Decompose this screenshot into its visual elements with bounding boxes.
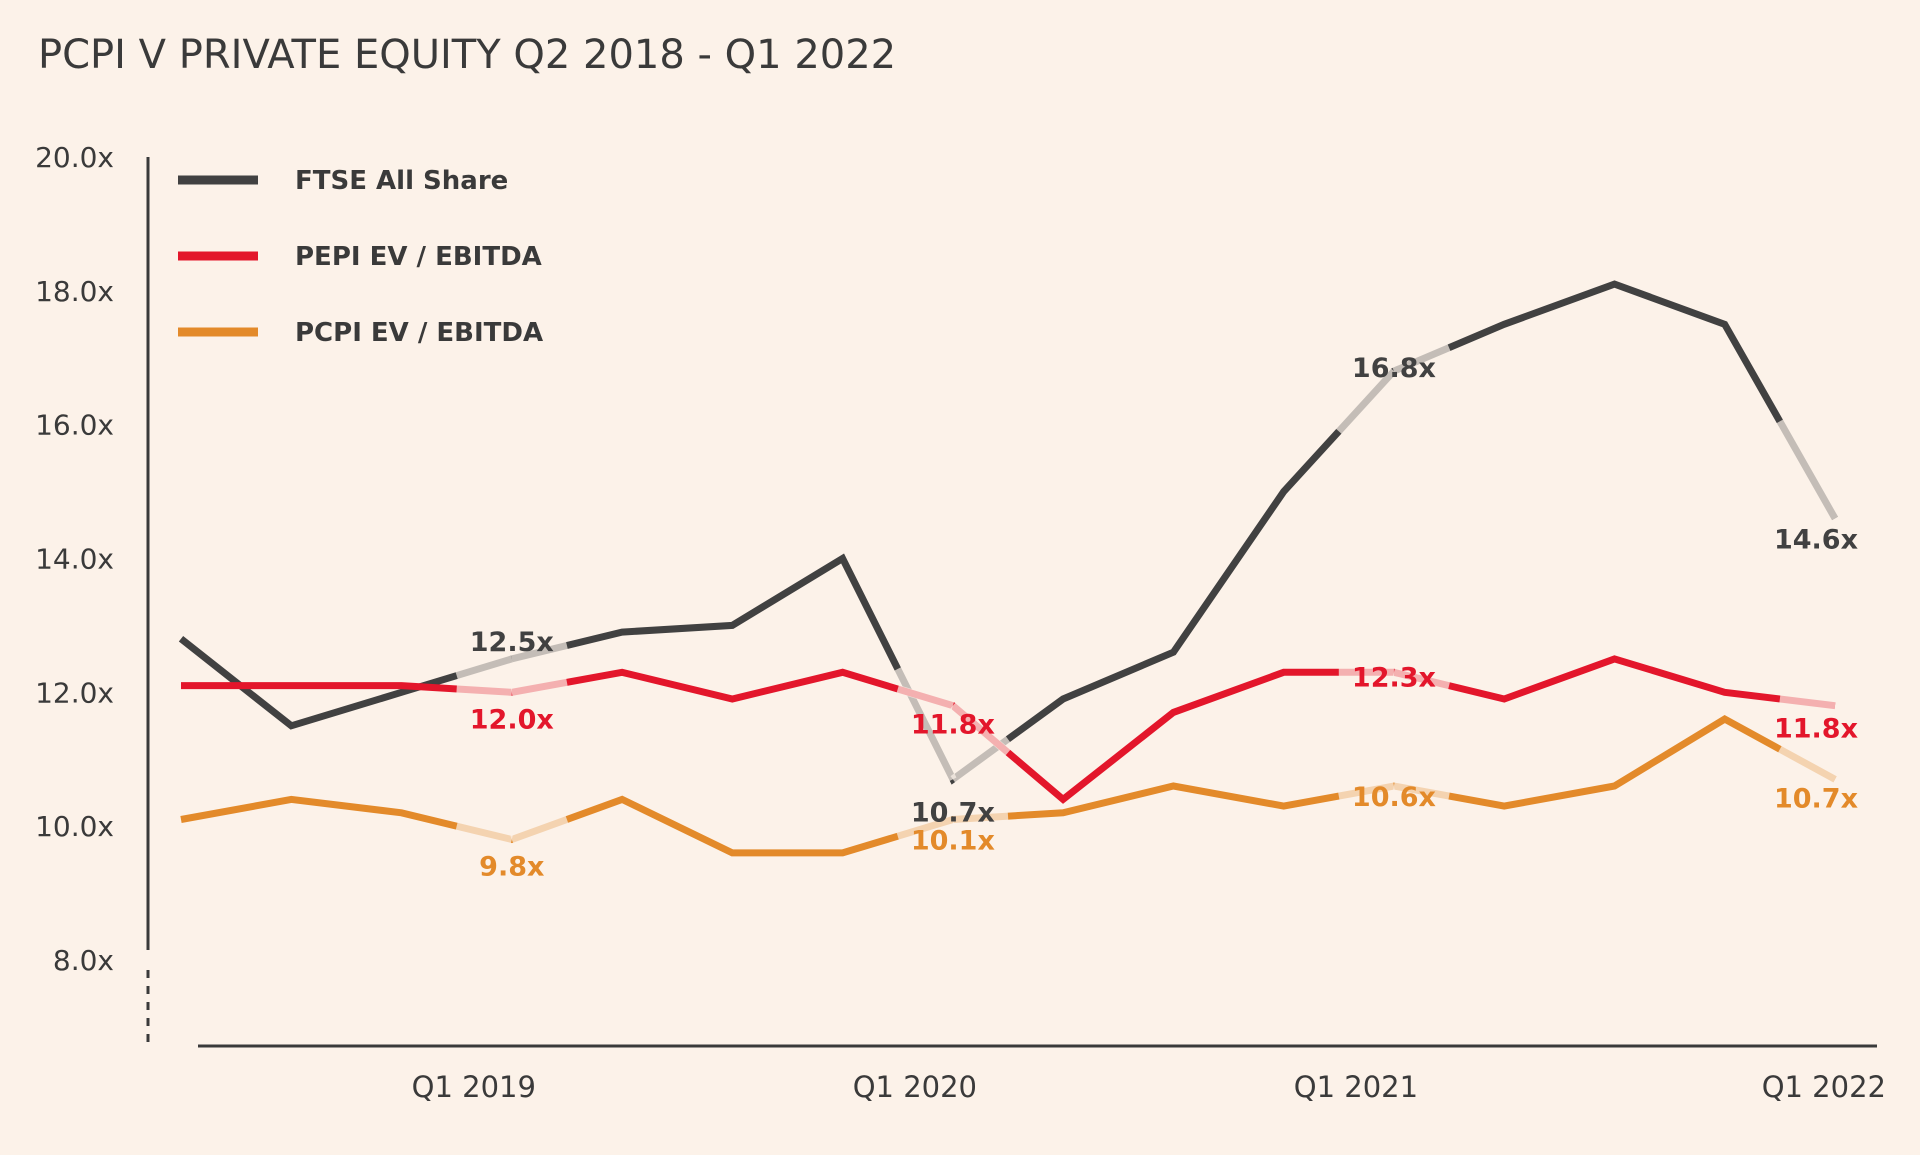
x-tick-label: Q1 2019 bbox=[412, 1070, 536, 1104]
legend-label: PCPI EV / EBITDA bbox=[295, 318, 543, 348]
label-halo bbox=[896, 812, 1009, 841]
label-halo bbox=[455, 641, 568, 680]
chart-title: PCPI V PRIVATE EQUITY Q2 2018 - Q1 2022 bbox=[38, 32, 896, 78]
label-halo bbox=[1777, 745, 1837, 783]
x-tick-label: Q1 2021 bbox=[1294, 1070, 1418, 1104]
y-tick-labels: 20.0x 18.0x 16.0x 14.0x 12.0x 10.0x 8.0x bbox=[35, 141, 114, 977]
data-label: 12.0x bbox=[470, 704, 554, 735]
legend-label: PEPI EV / EBITDA bbox=[295, 242, 542, 272]
data-label: 10.6x bbox=[1352, 782, 1436, 813]
axes bbox=[146, 157, 1877, 1048]
y-tick-label: 10.0x bbox=[35, 810, 114, 843]
data-label: 9.8x bbox=[479, 852, 544, 883]
label-halo bbox=[1776, 419, 1839, 521]
label-halo bbox=[1335, 344, 1451, 435]
data-label: 10.7x bbox=[1774, 783, 1858, 814]
x-tick-label: Q1 2020 bbox=[853, 1070, 977, 1104]
data-label: 12.3x bbox=[1352, 662, 1436, 693]
y-tick-label: 14.0x bbox=[35, 543, 114, 576]
data-label: 11.8x bbox=[911, 710, 995, 741]
y-tick-label: 12.0x bbox=[35, 676, 114, 709]
label-halo bbox=[455, 815, 569, 844]
label-halo bbox=[456, 678, 568, 697]
data-label: 11.8x bbox=[1774, 714, 1858, 745]
y-tick-label: 16.0x bbox=[35, 409, 114, 442]
x-tick-label: Q1 2022 bbox=[1762, 1070, 1886, 1104]
series-line-2 bbox=[181, 655, 1836, 804]
data-labels: 12.5x 10.7x 16.8x 14.6x 12.0x 11.8x 12.3x 11.8x… bbox=[470, 353, 1858, 882]
label-halo bbox=[1338, 668, 1451, 690]
x-tick-labels: Q1 2019 Q1 2020 Q1 2021 Q1 2022 bbox=[412, 1070, 1886, 1104]
data-label: 12.5x bbox=[470, 627, 554, 658]
series-lines bbox=[178, 280, 1839, 857]
label-halo bbox=[896, 685, 1011, 756]
data-label: 10.7x bbox=[911, 797, 995, 828]
y-tick-label: 20.0x bbox=[35, 141, 114, 174]
legend-label: FTSE All Share bbox=[295, 166, 508, 196]
legend: FTSE All Share PEPI EV / EBITDA PCPI EV / … bbox=[178, 166, 543, 348]
data-label: 14.6x bbox=[1774, 524, 1858, 555]
data-label: 16.8x bbox=[1352, 353, 1436, 384]
data-label: 10.1x bbox=[911, 825, 995, 856]
y-tick-label: 8.0x bbox=[53, 944, 114, 977]
label-halo bbox=[1338, 782, 1450, 800]
label-halo bbox=[1779, 695, 1836, 710]
y-tick-label: 18.0x bbox=[35, 275, 114, 308]
series-line-1 bbox=[178, 280, 1839, 785]
